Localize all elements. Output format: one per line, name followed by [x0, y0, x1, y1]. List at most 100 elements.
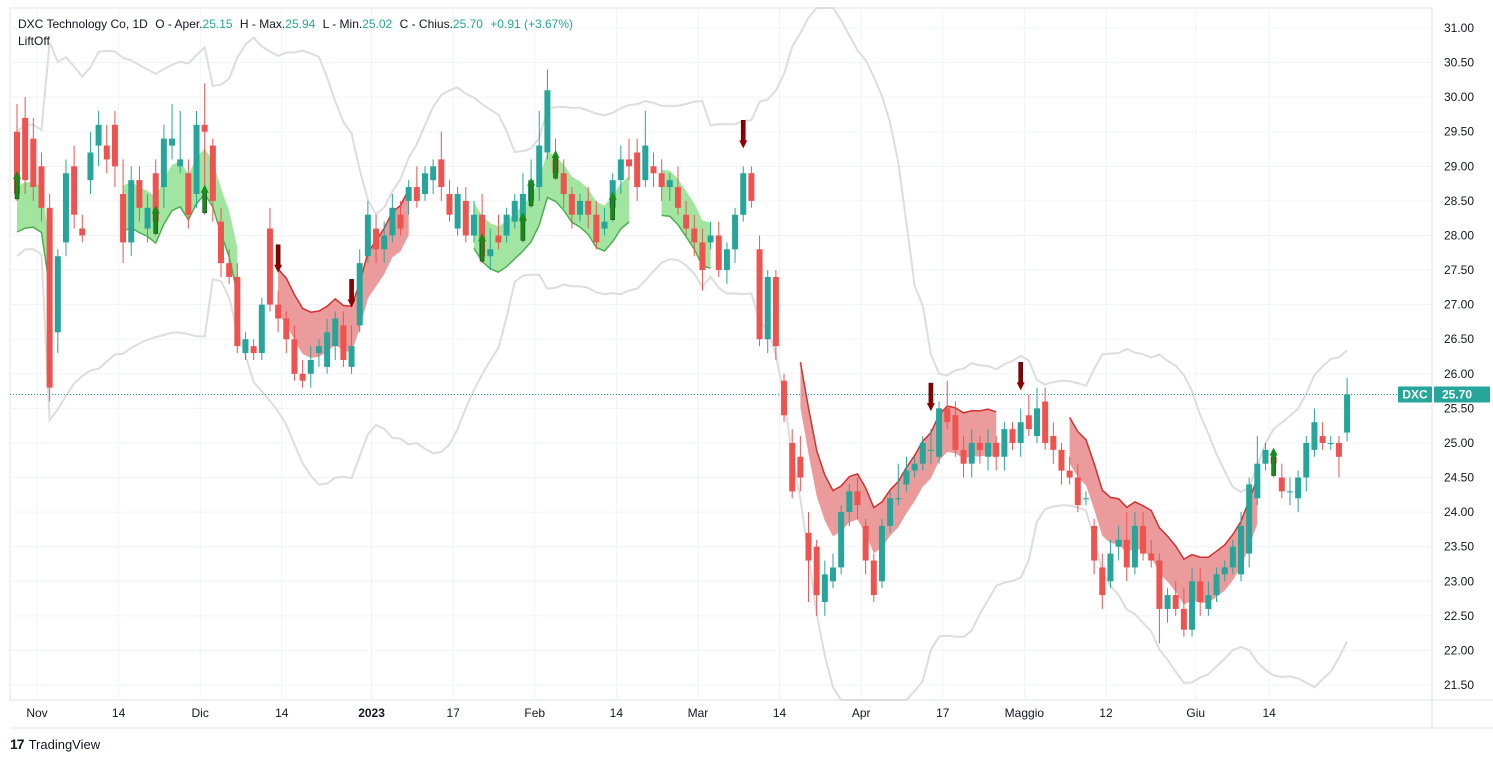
candle-body — [1335, 442, 1342, 457]
candle — [413, 166, 420, 208]
price-tick-label: 25.00 — [1444, 436, 1474, 450]
price-tick-label: 28.00 — [1444, 228, 1474, 242]
candle-body — [152, 173, 159, 222]
candle — [1009, 422, 1016, 450]
candle-body — [438, 159, 445, 188]
candle-body — [1058, 449, 1065, 471]
candle-body — [79, 228, 86, 236]
candle — [1335, 436, 1342, 478]
candle — [120, 159, 127, 264]
candle — [422, 166, 428, 201]
candle — [911, 456, 918, 478]
tradingview-logo-icon: 17 — [10, 736, 25, 752]
candle-body — [1311, 422, 1318, 450]
candle — [299, 359, 306, 388]
candle — [797, 436, 804, 492]
candle-body — [332, 318, 339, 347]
candle — [968, 429, 975, 478]
bearish-band — [278, 189, 409, 358]
candle-body — [699, 242, 706, 271]
candle — [487, 228, 494, 271]
candle — [993, 436, 1000, 471]
candle-body — [691, 228, 698, 243]
candle — [160, 124, 167, 208]
candle-body — [1172, 595, 1179, 609]
price-tick-label: 29.50 — [1444, 125, 1474, 139]
candle-body — [732, 214, 739, 250]
candle — [397, 200, 404, 236]
time-tick-label: 14 — [1262, 706, 1276, 720]
candle-body — [838, 512, 845, 568]
candle — [1107, 539, 1114, 589]
candle — [895, 463, 902, 506]
tradingview-brand[interactable]: 17 TradingView — [10, 736, 100, 752]
candle-body — [373, 228, 380, 250]
high-label: H - Max. — [239, 17, 286, 31]
candle-body — [1050, 436, 1057, 450]
candle — [1172, 581, 1179, 616]
candle-body — [585, 200, 592, 215]
buy-arrow-icon — [551, 150, 560, 179]
symbol-name[interactable]: DXC Technology Co, 1D — [18, 17, 148, 31]
candle — [789, 429, 796, 499]
bearish-band-line — [277, 189, 410, 313]
candle — [960, 436, 967, 478]
signal-arrows — [13, 120, 1278, 476]
candle — [585, 187, 592, 229]
candle — [1131, 512, 1138, 575]
candle-body — [626, 159, 632, 167]
candle — [1221, 560, 1228, 582]
candle — [348, 325, 355, 374]
candle — [373, 214, 380, 264]
candle — [1050, 422, 1057, 464]
candle — [568, 187, 575, 229]
candle-body — [71, 166, 78, 215]
candle-body — [128, 180, 135, 243]
candle — [71, 145, 78, 229]
price-tick-label: 25.50 — [1444, 401, 1474, 415]
candle-body — [226, 263, 233, 277]
candle-body — [952, 415, 959, 450]
candle-body — [177, 159, 184, 167]
open-value: 25.15 — [202, 17, 233, 31]
candle — [111, 110, 118, 188]
indicator-name[interactable]: LiftOff — [18, 34, 50, 48]
candle-body — [503, 214, 510, 236]
candle-body — [1262, 449, 1269, 464]
price-tick-label: 26.50 — [1444, 332, 1474, 346]
candle-body — [1327, 442, 1334, 444]
candle-body — [674, 187, 681, 208]
time-tick-label: 14 — [773, 706, 787, 720]
price-tick-label: 23.50 — [1444, 540, 1474, 554]
candle — [683, 200, 690, 236]
candle — [821, 560, 828, 616]
buy-arrow-icon — [518, 212, 527, 241]
candle-body — [781, 380, 788, 416]
last-price-tag: DXC 25.70 — [1398, 386, 1490, 403]
candle-body — [389, 207, 396, 236]
candle — [805, 512, 812, 603]
candle-body — [1091, 525, 1098, 561]
candle-body — [748, 173, 755, 201]
candle — [1066, 456, 1073, 485]
candle — [642, 110, 649, 188]
candle-body — [413, 187, 420, 201]
candle — [30, 117, 37, 201]
candle — [1262, 442, 1269, 471]
candle-body — [1042, 401, 1049, 443]
candle — [1123, 512, 1130, 582]
candle-body — [1221, 567, 1228, 575]
candle — [577, 193, 584, 222]
bullish-band — [123, 148, 238, 294]
candle-body — [356, 263, 363, 326]
candle-body — [470, 214, 477, 236]
time-axis: Nov 14 Dic 14 2023 17 Feb 14 Mar 14 Apr 17 Maggio 12 G… — [26, 706, 1276, 720]
price-tick-label: 21.50 — [1444, 678, 1474, 692]
candle-body — [487, 249, 494, 257]
time-tick-label: 12 — [1099, 706, 1113, 720]
candle — [79, 214, 86, 243]
candle-body — [544, 90, 551, 153]
candle — [1001, 422, 1008, 471]
